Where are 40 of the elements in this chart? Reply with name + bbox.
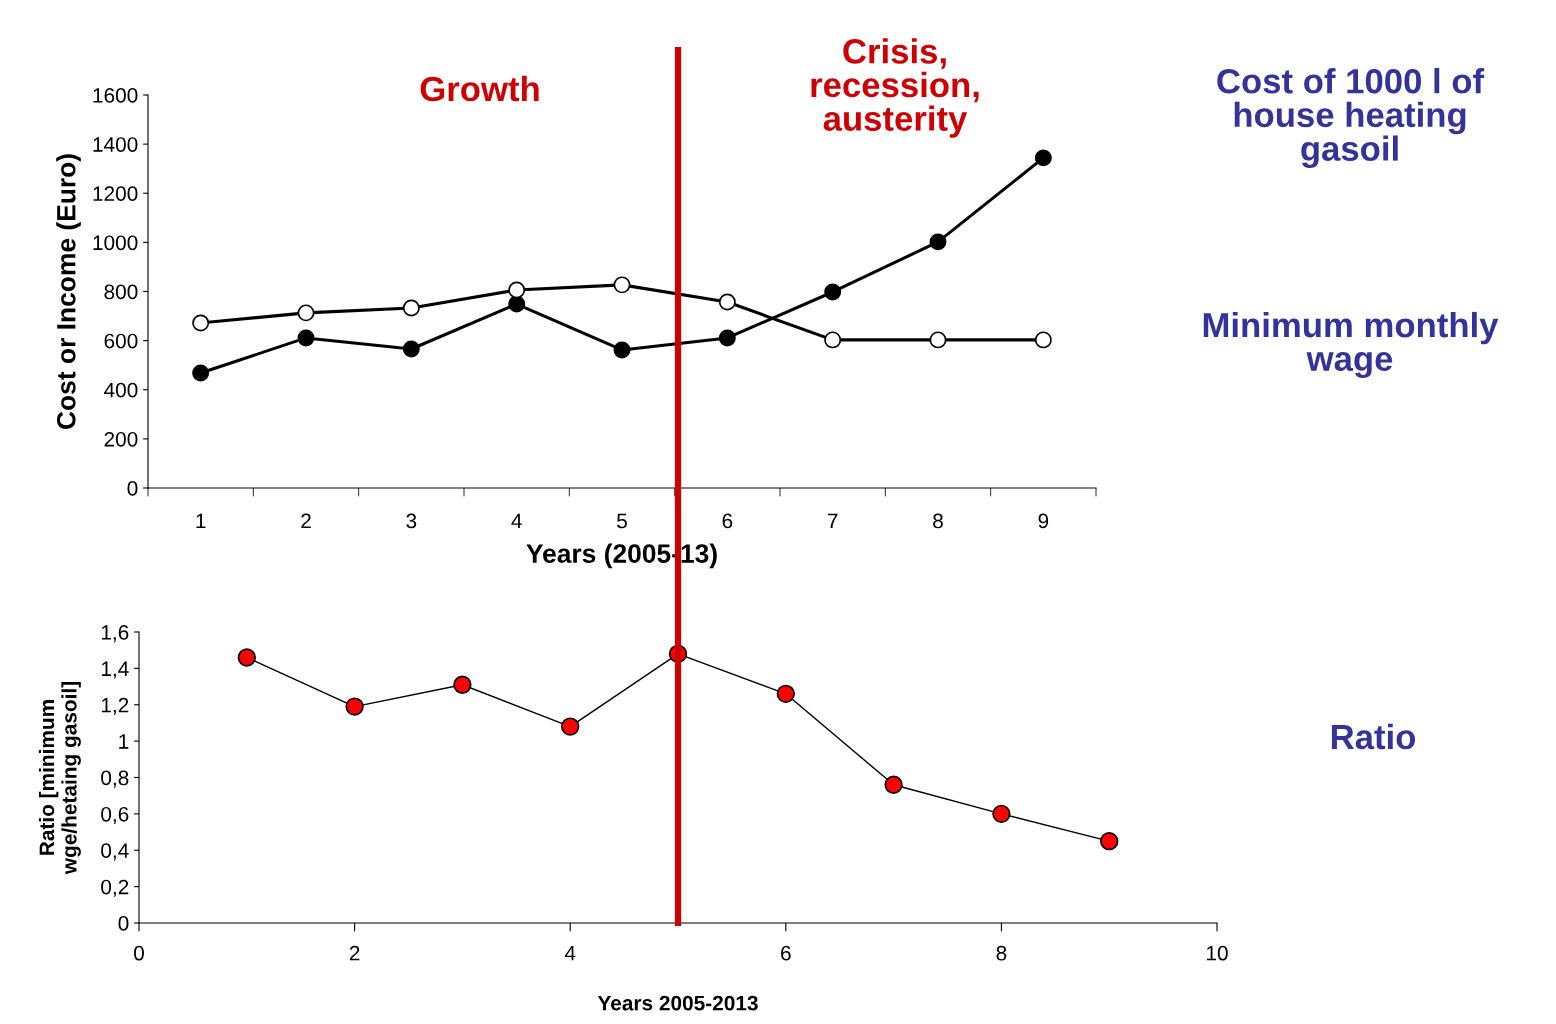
y-tick-label: 1 xyxy=(119,734,129,749)
x-tick-label: 8 xyxy=(933,513,943,529)
y-tick-label: 0 xyxy=(127,481,138,496)
y-tick-label: 1600 xyxy=(93,88,138,103)
x-tick-label: 3 xyxy=(406,513,417,529)
y-tick-label: 200 xyxy=(104,431,138,447)
x-tick-label: 7 xyxy=(827,513,838,529)
text: Minimum monthly wage xyxy=(1203,311,1499,379)
text: Cost of 1000 l of house heating gasoil xyxy=(1217,68,1485,168)
y-axis-title: Cost or Income (Euro) xyxy=(56,154,81,429)
y-tick-label: 1000 xyxy=(93,235,138,251)
y-tick-label: 1200 xyxy=(93,186,138,201)
x-tick-label: 5 xyxy=(617,513,627,529)
x-tick-label: 4 xyxy=(564,945,576,961)
y-tick-label: 0,8 xyxy=(101,770,129,788)
y-tick-label: 0 xyxy=(118,916,129,931)
annotation: Crisis, recession, austerity xyxy=(811,38,979,138)
annotation: Growth xyxy=(420,75,539,102)
y-tick-label: 1,6 xyxy=(101,625,129,643)
y-tick-label: 0,2 xyxy=(101,879,129,897)
x-tick-label: 6 xyxy=(722,513,733,529)
x-tick-label: 2 xyxy=(301,513,311,529)
y-tick-label: 0,4 xyxy=(101,843,129,861)
x-tick-label: 2 xyxy=(349,945,360,961)
x-tick-label: 8 xyxy=(996,945,1007,961)
y-tick-label: 1400 xyxy=(93,137,138,152)
text: Ratio xyxy=(1331,723,1416,750)
y-tick-label: 600 xyxy=(104,333,138,349)
y-tick-label: 1,2 xyxy=(101,697,129,715)
x-axis-title: Years 2005-2013 xyxy=(597,995,758,1011)
x-tick-label: 1 xyxy=(196,513,206,529)
x-tick-label: 4 xyxy=(511,513,522,529)
y-tick-label: 0,6 xyxy=(101,806,129,825)
y-tick-label: 800 xyxy=(104,284,138,300)
y-axis-title: Ratio [minimum wge/hetaing gasoil] xyxy=(38,682,81,875)
x-tick-label: 6 xyxy=(781,945,791,961)
y-tick-label: 400 xyxy=(104,382,138,398)
x-tick-label: 10 xyxy=(1207,945,1228,961)
x-tick-label: 9 xyxy=(1038,513,1049,529)
y-tick-label: 1,4 xyxy=(101,661,129,679)
